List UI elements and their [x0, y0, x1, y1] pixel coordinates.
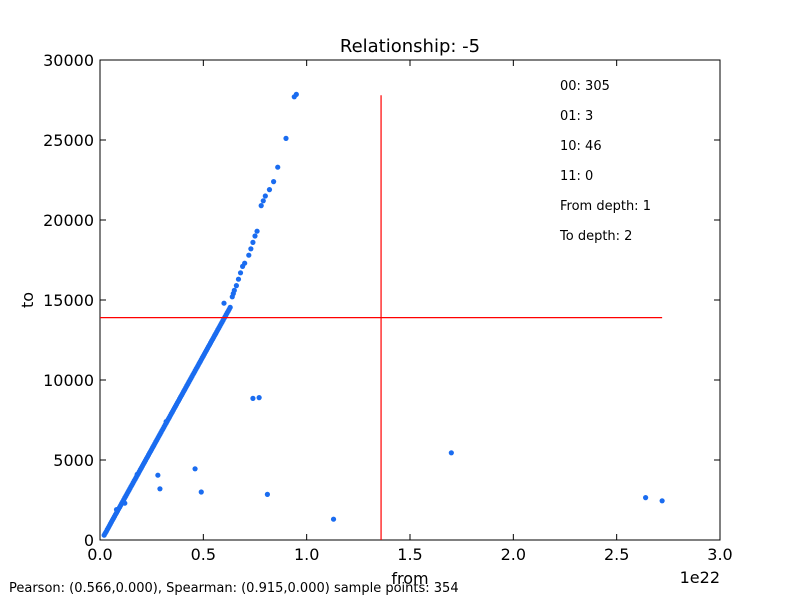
y-tick-label: 10000 [43, 371, 94, 390]
x-tick-label: 2.5 [604, 545, 629, 564]
data-point [293, 91, 299, 97]
chart-title: Relationship: -5 [340, 36, 480, 57]
y-tick-label: 15000 [43, 291, 94, 310]
x-tick-label: 1.5 [397, 545, 422, 564]
data-point [122, 500, 128, 506]
x-axis-ticks: 0.0 0.5 1.0 1.5 2.0 2.5 3.0 [87, 60, 733, 564]
x-tick-label: 0.0 [87, 545, 112, 564]
annotation-text: 11: 0 [560, 169, 593, 184]
data-point [246, 252, 252, 258]
x-tick-label: 0.5 [191, 545, 216, 564]
y-tick-label: 25000 [43, 131, 94, 150]
y-tick-label: 0 [84, 531, 94, 550]
data-point [248, 246, 254, 252]
data-point [643, 495, 649, 501]
data-point [237, 270, 244, 276]
data-point [235, 276, 242, 282]
data-point [283, 135, 289, 141]
data-point [262, 193, 268, 199]
reference-lines [100, 95, 663, 540]
data-point [330, 516, 337, 522]
x-tick-label: 3.0 [707, 545, 732, 564]
data-point [254, 228, 260, 234]
annotation-text: From depth: 1 [560, 199, 651, 214]
data-point [155, 472, 161, 478]
y-tick-label: 20000 [43, 211, 94, 230]
data-point [198, 489, 204, 495]
plot-area [99, 59, 721, 541]
data-point [113, 507, 120, 513]
data-point [233, 283, 239, 289]
data-point [252, 233, 258, 239]
data-point [221, 300, 227, 306]
data-point [227, 304, 233, 310]
annotation-text: 01: 3 [560, 109, 593, 124]
y-axis-ticks: 0 5000 10000 15000 20000 25000 30000 [43, 51, 720, 550]
data-point [157, 486, 163, 492]
y-tick-label: 30000 [43, 51, 94, 70]
data-point [192, 466, 198, 472]
data-point [448, 450, 454, 456]
data-point [134, 471, 140, 477]
annotation-text: 00: 305 [560, 79, 610, 94]
x-axis-offset-label: 1e22 [680, 568, 720, 587]
data-point [256, 395, 262, 401]
data-point [258, 203, 264, 209]
data-point [231, 287, 237, 293]
data-point [275, 164, 281, 170]
data-point [163, 419, 169, 425]
data-point [264, 491, 270, 497]
data-point [250, 395, 256, 401]
data-point [242, 260, 248, 266]
data-point [659, 498, 665, 504]
x-tick-label: 2.0 [501, 545, 526, 564]
data-point [250, 239, 256, 245]
y-axis-label: to [18, 292, 37, 308]
data-points [101, 91, 665, 538]
correlation-footer: Pearson: (0.566,0.000), Spearman: (0.915… [9, 581, 459, 596]
x-tick-label: 1.0 [294, 545, 319, 564]
x-axis-label: from [391, 569, 428, 588]
data-point [260, 198, 266, 204]
y-tick-label: 5000 [53, 451, 94, 470]
annotation-text: To depth: 2 [559, 229, 632, 244]
data-point [271, 179, 277, 185]
annotation-block: 00: 305 01: 3 10: 46 11: 0 From depth: 1 To d… [559, 79, 651, 244]
annotation-text: 10: 46 [560, 139, 602, 154]
data-point [266, 187, 273, 193]
